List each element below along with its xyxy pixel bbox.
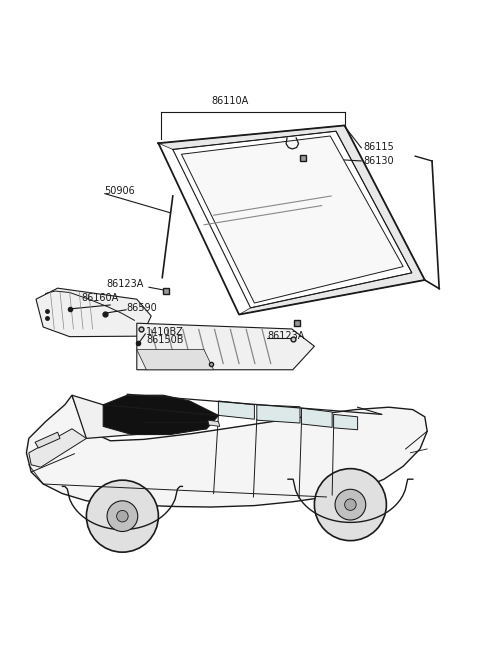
Text: 86123A: 86123A	[268, 331, 305, 341]
Circle shape	[314, 468, 386, 541]
Text: 86590: 86590	[126, 303, 157, 313]
Text: 86150B: 86150B	[146, 335, 184, 344]
Circle shape	[107, 501, 138, 531]
Polygon shape	[72, 395, 218, 438]
Text: 86160A: 86160A	[82, 293, 119, 303]
Text: 86115: 86115	[363, 142, 394, 152]
Polygon shape	[103, 395, 218, 434]
Text: 50906: 50906	[105, 186, 135, 196]
Polygon shape	[334, 415, 358, 430]
Polygon shape	[218, 401, 254, 419]
Text: 86110A: 86110A	[212, 96, 249, 106]
Text: 1410BZ: 1410BZ	[146, 327, 184, 337]
Polygon shape	[35, 432, 60, 448]
Polygon shape	[137, 350, 214, 370]
Polygon shape	[29, 429, 86, 467]
Polygon shape	[257, 405, 300, 423]
Polygon shape	[158, 125, 425, 315]
Polygon shape	[208, 420, 220, 426]
Polygon shape	[26, 395, 427, 507]
Polygon shape	[36, 288, 151, 337]
Polygon shape	[181, 136, 403, 303]
Text: 86130: 86130	[363, 156, 394, 166]
Circle shape	[86, 480, 158, 552]
Text: 86123A: 86123A	[107, 279, 144, 289]
Circle shape	[117, 510, 128, 522]
Polygon shape	[137, 323, 314, 370]
Polygon shape	[301, 408, 332, 427]
Circle shape	[345, 499, 356, 510]
Circle shape	[335, 489, 366, 520]
